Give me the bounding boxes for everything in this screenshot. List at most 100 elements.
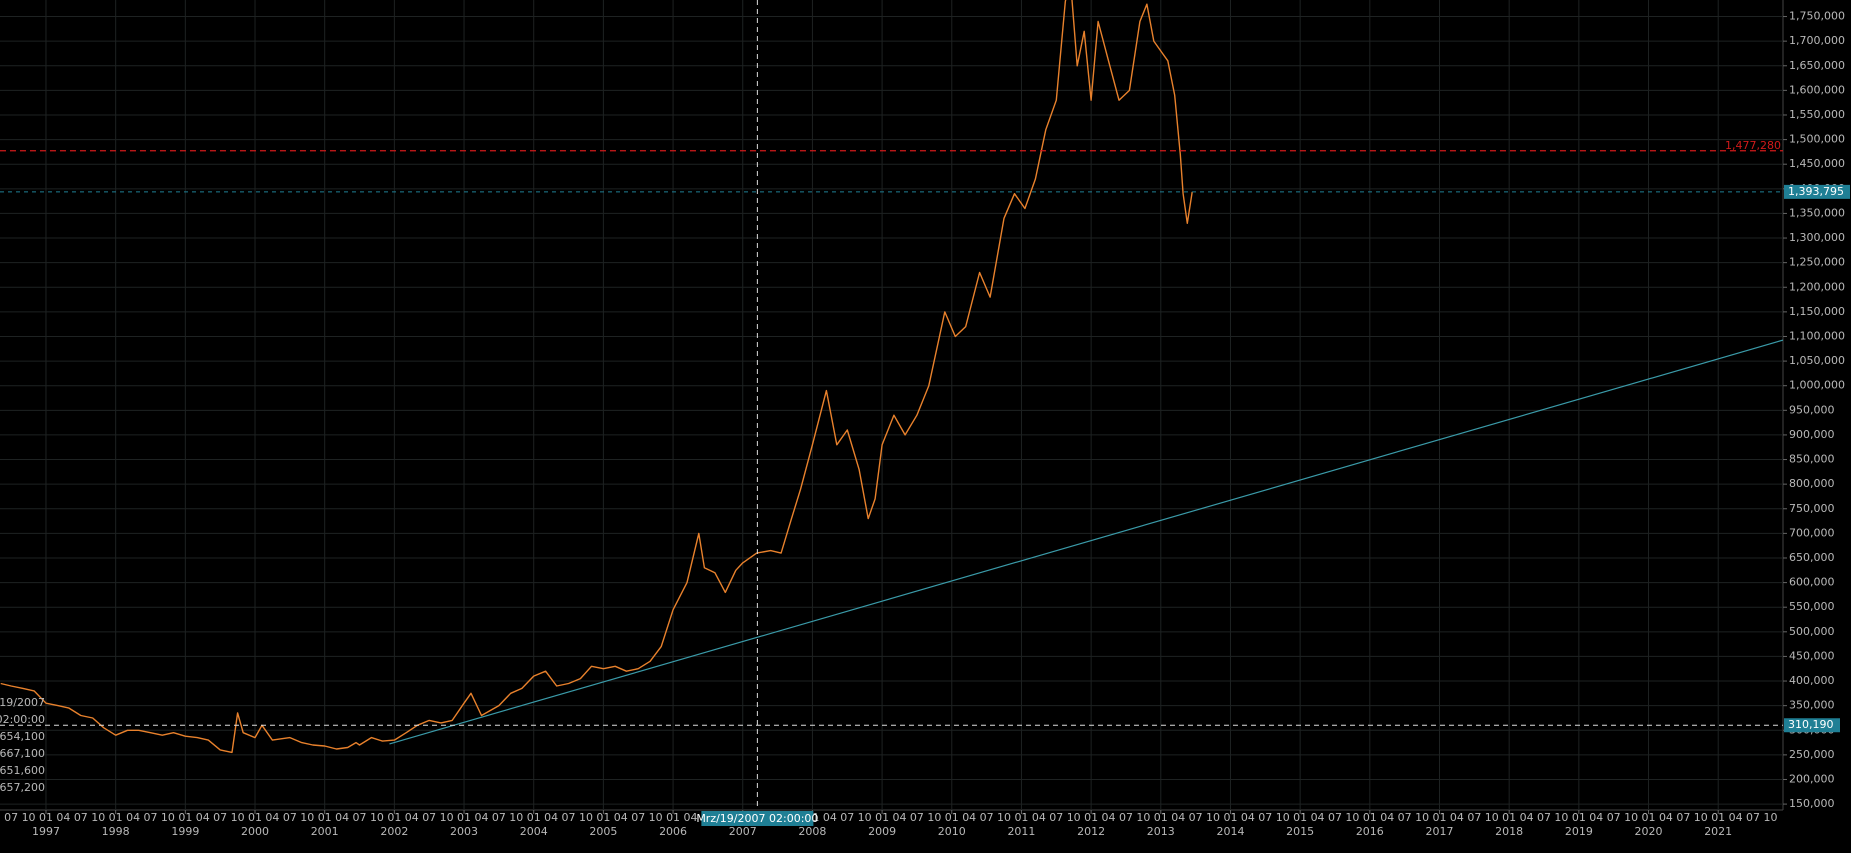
x-month-label: 07 bbox=[74, 811, 88, 824]
x-month-label: 04 bbox=[1102, 811, 1116, 824]
x-month-label: 10 bbox=[579, 811, 593, 824]
y-tick-label: 200,000 bbox=[1789, 772, 1835, 785]
x-month-label: 01 bbox=[1014, 811, 1028, 824]
x-month-label: 01 bbox=[248, 811, 262, 824]
level-label: 1,477,280 bbox=[1725, 139, 1781, 152]
x-month-label: 07 bbox=[1119, 811, 1133, 824]
y-tick-label: 1,050,000 bbox=[1789, 354, 1845, 367]
y-tick-label: 950,000 bbox=[1789, 403, 1835, 416]
x-month-label: 10 bbox=[1067, 811, 1081, 824]
x-month-label: 01 bbox=[1572, 811, 1586, 824]
x-month-label: 10 bbox=[1694, 811, 1708, 824]
y-tick-label: 900,000 bbox=[1789, 428, 1835, 441]
x-month-label: 10 bbox=[1136, 811, 1150, 824]
x-year-label: 1999 bbox=[171, 825, 199, 838]
x-month-label: 10 bbox=[1554, 811, 1568, 824]
x-month-label: 04 bbox=[1659, 811, 1673, 824]
y-tick-label: 1,000,000 bbox=[1789, 379, 1845, 392]
x-year-label: 2002 bbox=[380, 825, 408, 838]
x-month-label: 04 bbox=[893, 811, 907, 824]
x-month-label: 04 bbox=[1241, 811, 1255, 824]
x-month-label: 10 bbox=[91, 811, 105, 824]
x-month-label: 07 bbox=[422, 811, 436, 824]
y-tick-label: 800,000 bbox=[1789, 477, 1835, 490]
x-year-label: 2014 bbox=[1216, 825, 1244, 838]
x-year-label: 2016 bbox=[1356, 825, 1384, 838]
y-tick-label: 400,000 bbox=[1789, 674, 1835, 687]
x-month-label: 10 bbox=[440, 811, 454, 824]
x-year-label: 1998 bbox=[102, 825, 130, 838]
price-line bbox=[0, 0, 1193, 754]
y-tick-label: 1,750,000 bbox=[1789, 10, 1845, 23]
x-year-label: 2011 bbox=[1007, 825, 1035, 838]
x-month-label: 07 bbox=[1467, 811, 1481, 824]
y-tick-label: 650,000 bbox=[1789, 551, 1835, 564]
x-month-label: 01 bbox=[1293, 811, 1307, 824]
x-year-label: 2007 bbox=[729, 825, 757, 838]
y-tick-label: 1,650,000 bbox=[1789, 59, 1845, 72]
crosshair-y-label: 310,190 bbox=[1788, 718, 1834, 731]
x-month-label: 01 bbox=[457, 811, 471, 824]
x-month-label: 10 bbox=[509, 811, 523, 824]
x-month-label: 04 bbox=[474, 811, 488, 824]
x-month-label: 10 bbox=[1276, 811, 1290, 824]
x-month-label: 04 bbox=[823, 811, 837, 824]
y-tick-label: 250,000 bbox=[1789, 748, 1835, 761]
y-tick-label: 150,000 bbox=[1789, 797, 1835, 810]
x-month-label: 01 bbox=[1432, 811, 1446, 824]
x-month-label: 10 bbox=[300, 811, 314, 824]
x-year-label: 2013 bbox=[1147, 825, 1175, 838]
trendline bbox=[389, 339, 1783, 745]
x-month-label: 04 bbox=[1520, 811, 1534, 824]
x-month-label: 07 bbox=[1258, 811, 1272, 824]
x-year-label: 2019 bbox=[1565, 825, 1593, 838]
last-price-badge bbox=[1784, 184, 1850, 199]
x-month-label: 04 bbox=[1311, 811, 1325, 824]
x-month-label: 04 bbox=[56, 811, 70, 824]
x-month-label: 04 bbox=[544, 811, 558, 824]
x-month-label: 07 bbox=[4, 811, 18, 824]
x-month-label: 04 bbox=[1380, 811, 1394, 824]
x-month-label: 10 bbox=[1624, 811, 1638, 824]
x-month-label: 01 bbox=[527, 811, 541, 824]
x-month-label: 01 bbox=[1084, 811, 1098, 824]
crosshair-x-badge bbox=[701, 811, 814, 826]
x-year-label: 2009 bbox=[868, 825, 896, 838]
x-month-label: 01 bbox=[178, 811, 192, 824]
y-tick-label: 1,200,000 bbox=[1789, 280, 1845, 293]
x-month-label: 10 bbox=[997, 811, 1011, 824]
x-month-label: 07 bbox=[562, 811, 576, 824]
x-month-label: 10 bbox=[1415, 811, 1429, 824]
x-month-label: 07 bbox=[840, 811, 854, 824]
x-year-label: 2015 bbox=[1286, 825, 1314, 838]
y-tick-label: 600,000 bbox=[1789, 576, 1835, 589]
y-tick-label: 350,000 bbox=[1789, 699, 1835, 712]
y-tick-label: 1,100,000 bbox=[1789, 329, 1845, 342]
last-price-label: 1,393,795 bbox=[1788, 185, 1844, 198]
data-window-text: 657,200 bbox=[0, 781, 45, 794]
x-month-label: 07 bbox=[1398, 811, 1412, 824]
data-window-text: 667,100 bbox=[0, 747, 45, 760]
x-month-label: 01 bbox=[39, 811, 53, 824]
x-year-label: 2012 bbox=[1077, 825, 1105, 838]
plot-area bbox=[0, 0, 1783, 810]
x-year-label: 2020 bbox=[1635, 825, 1663, 838]
x-month-label: 10 bbox=[22, 811, 36, 824]
x-year-label: 2003 bbox=[450, 825, 478, 838]
x-month-label: 01 bbox=[875, 811, 889, 824]
y-tick-label: 1,300,000 bbox=[1789, 231, 1845, 244]
x-month-label: 04 bbox=[614, 811, 628, 824]
x-year-label: 2005 bbox=[589, 825, 617, 838]
x-month-label: 04 bbox=[126, 811, 140, 824]
x-month-label: 01 bbox=[1223, 811, 1237, 824]
y-tick-label: 1,700,000 bbox=[1789, 34, 1845, 47]
x-month-label: 07 bbox=[1746, 811, 1760, 824]
y-tick-label: 1,500,000 bbox=[1789, 133, 1845, 146]
x-month-label: 01 bbox=[387, 811, 401, 824]
x-month-label: 07 bbox=[1189, 811, 1203, 824]
x-month-label: 07 bbox=[1328, 811, 1342, 824]
x-year-label: 2004 bbox=[520, 825, 548, 838]
x-month-label: 01 bbox=[1711, 811, 1725, 824]
